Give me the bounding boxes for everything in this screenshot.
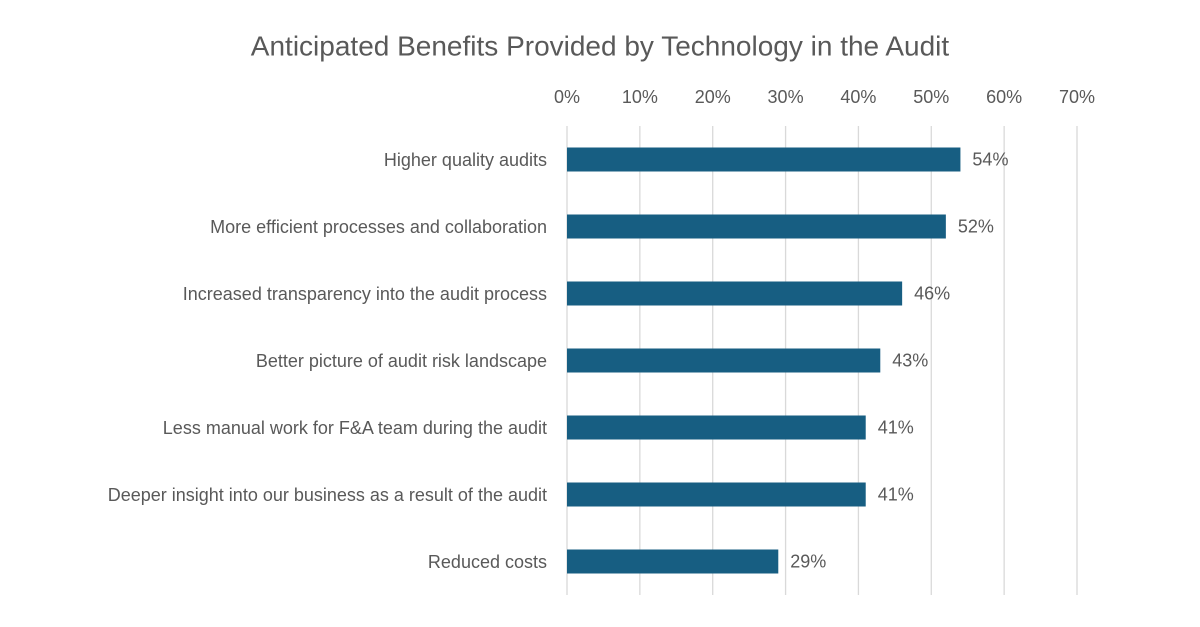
- value-label: 43%: [892, 350, 928, 370]
- value-label: 52%: [958, 216, 994, 236]
- category-label: Deeper insight into our business as a re…: [107, 484, 547, 505]
- x-tick-label: 0%: [554, 87, 580, 107]
- category-label: Higher quality audits: [383, 149, 547, 170]
- x-tick-label: 30%: [768, 87, 804, 107]
- x-tick-label: 50%: [913, 87, 949, 107]
- x-tick-label: 10%: [622, 87, 658, 107]
- bar: [567, 415, 866, 440]
- x-tick-label: 70%: [1059, 87, 1095, 107]
- x-tick-label: 20%: [695, 87, 731, 107]
- bar: [567, 348, 881, 373]
- value-label: 54%: [972, 149, 1008, 169]
- category-label: Less manual work for F&A team during the…: [162, 417, 547, 438]
- category-label: Increased transparency into the audit pr…: [182, 283, 547, 304]
- category-label: Reduced costs: [427, 551, 547, 572]
- bar: [567, 281, 903, 306]
- value-label: 41%: [878, 484, 914, 504]
- bar: [567, 147, 961, 172]
- category-label: Better picture of audit risk landscape: [255, 350, 547, 371]
- value-label: 46%: [914, 283, 950, 303]
- x-tick-label: 60%: [986, 87, 1022, 107]
- bar: [567, 549, 779, 574]
- category-label: More efficient processes and collaborati…: [210, 216, 547, 237]
- value-label: 29%: [790, 551, 826, 571]
- value-label: 41%: [878, 417, 914, 437]
- chart-title: Anticipated Benefits Provided by Technol…: [251, 30, 950, 61]
- x-tick-label: 40%: [840, 87, 876, 107]
- bar: [567, 214, 946, 239]
- bar: [567, 482, 866, 507]
